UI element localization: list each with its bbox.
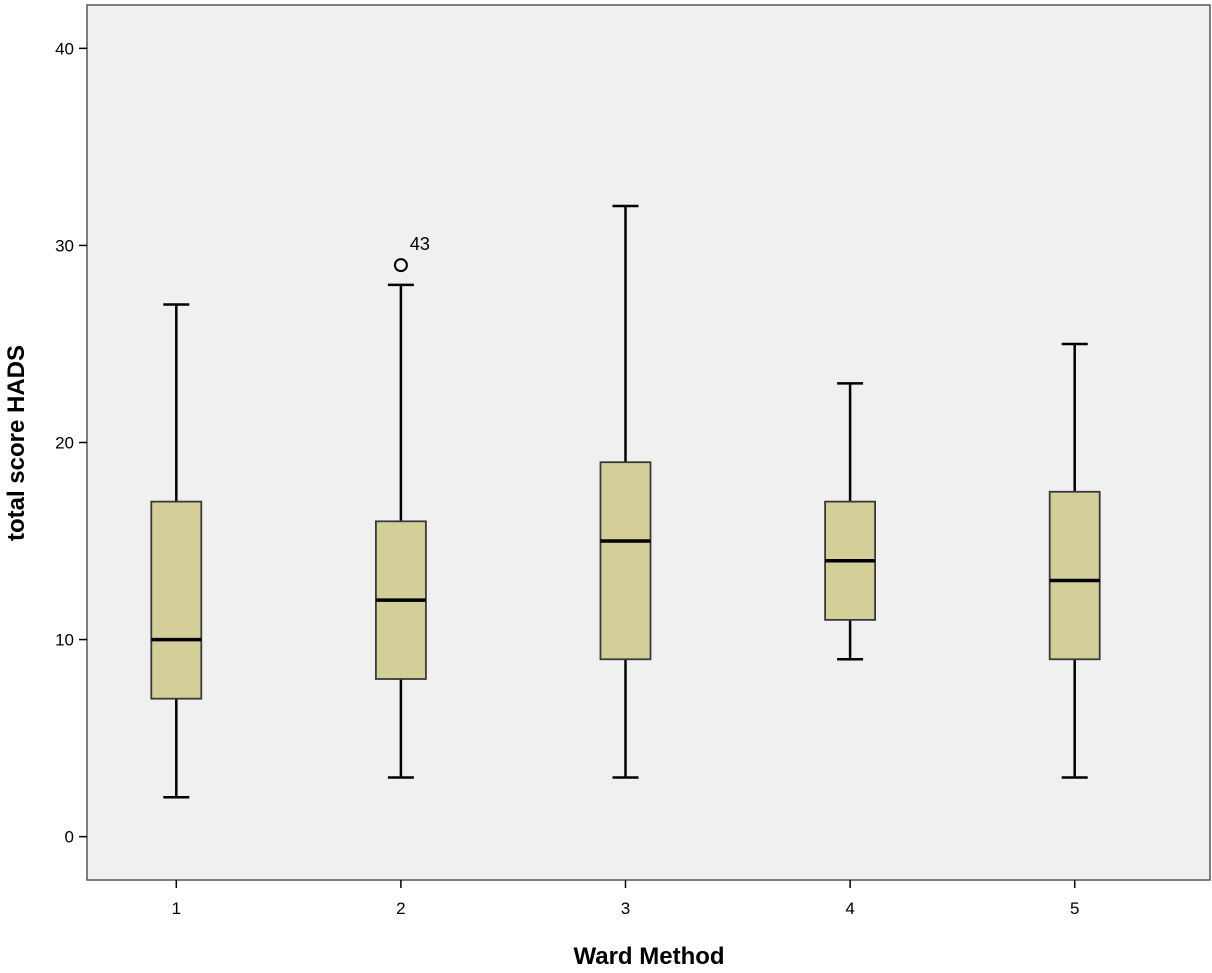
- outlier-point: [393, 258, 408, 273]
- outliers: 43: [393, 234, 430, 273]
- outlier-label: 43: [410, 234, 430, 254]
- box-group: [374, 283, 427, 779]
- box: [599, 461, 652, 661]
- box: [150, 500, 203, 700]
- box: [1048, 490, 1101, 661]
- plot-area: [86, 4, 1211, 881]
- y-axis-title: total score HADS: [3, 345, 30, 541]
- y-tick-label: 40: [55, 39, 74, 58]
- box-group: [150, 303, 203, 799]
- x-tick-label: 4: [845, 899, 854, 918]
- boxes: [150, 204, 1101, 799]
- box-group: [824, 382, 876, 661]
- box-group: [599, 204, 652, 779]
- x-tick-label: 5: [1070, 899, 1079, 918]
- x-axis-ticks: 1 2 3 4 5: [172, 880, 1079, 918]
- x-tick-label: 2: [396, 899, 405, 918]
- y-tick-label: 10: [55, 631, 74, 650]
- y-tick-label: 30: [55, 236, 74, 255]
- y-axis-ticks: 0 10 20 30 40: [55, 39, 87, 847]
- y-tick-label: 0: [65, 828, 74, 847]
- x-tick-label: 1: [172, 899, 181, 918]
- box-group: [1048, 342, 1101, 779]
- x-axis-title: Ward Method: [573, 943, 724, 970]
- y-tick-label: 20: [55, 434, 74, 453]
- x-tick-label: 3: [621, 899, 630, 918]
